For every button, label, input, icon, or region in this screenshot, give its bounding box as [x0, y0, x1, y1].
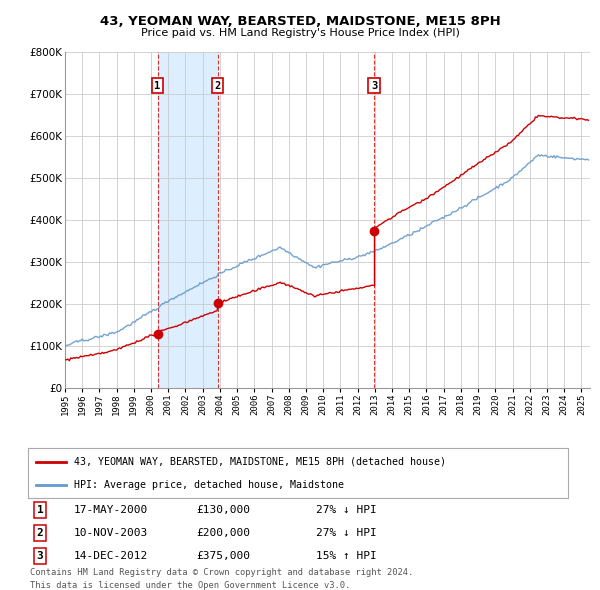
Text: 27% ↓ HPI: 27% ↓ HPI: [316, 505, 377, 515]
Text: £130,000: £130,000: [196, 505, 250, 515]
Text: HPI: Average price, detached house, Maidstone: HPI: Average price, detached house, Maid…: [74, 480, 344, 490]
Bar: [158, 52, 218, 388]
Text: 2: 2: [37, 528, 43, 538]
Text: Price paid vs. HM Land Registry's House Price Index (HPI): Price paid vs. HM Land Registry's House …: [140, 28, 460, 38]
Text: 10-NOV-2003: 10-NOV-2003: [74, 528, 148, 538]
Text: 2: 2: [215, 81, 221, 91]
Text: 17-MAY-2000: 17-MAY-2000: [74, 505, 148, 515]
Text: 3: 3: [37, 551, 43, 561]
Text: 27% ↓ HPI: 27% ↓ HPI: [316, 528, 377, 538]
Text: £375,000: £375,000: [196, 551, 250, 561]
Text: 14-DEC-2012: 14-DEC-2012: [74, 551, 148, 561]
Text: Contains HM Land Registry data © Crown copyright and database right 2024.: Contains HM Land Registry data © Crown c…: [30, 568, 413, 577]
Text: £200,000: £200,000: [196, 528, 250, 538]
Text: 43, YEOMAN WAY, BEARSTED, MAIDSTONE, ME15 8PH: 43, YEOMAN WAY, BEARSTED, MAIDSTONE, ME1…: [100, 15, 500, 28]
Text: 3: 3: [371, 81, 377, 91]
Text: 15% ↑ HPI: 15% ↑ HPI: [316, 551, 377, 561]
Text: 1: 1: [154, 81, 161, 91]
Text: This data is licensed under the Open Government Licence v3.0.: This data is licensed under the Open Gov…: [30, 581, 350, 590]
Text: 43, YEOMAN WAY, BEARSTED, MAIDSTONE, ME15 8PH (detached house): 43, YEOMAN WAY, BEARSTED, MAIDSTONE, ME1…: [74, 457, 446, 467]
Text: 1: 1: [37, 505, 43, 515]
